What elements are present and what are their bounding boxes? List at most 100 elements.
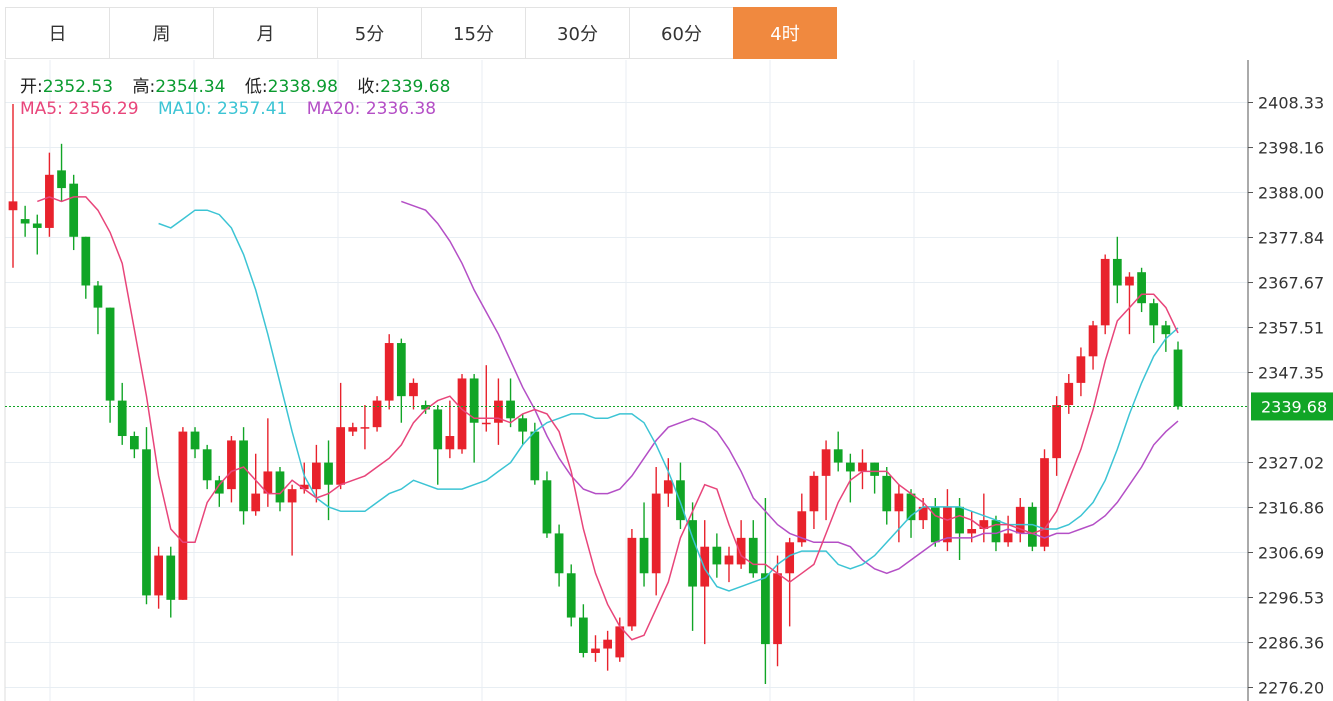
- candle-body-15: [190, 431, 200, 450]
- candle-body-57: [700, 546, 710, 587]
- candle-body-51: [627, 537, 637, 627]
- candle-body-49: [603, 639, 613, 649]
- candle-body-94: [1149, 303, 1159, 326]
- ma10-label: MA10:: [157, 99, 212, 119]
- candle-body-24: [299, 484, 309, 490]
- y-tick-label-5: 2357.51: [1258, 319, 1324, 338]
- candle-body-26: [324, 462, 333, 485]
- tab-6[interactable]: 60分: [629, 7, 733, 59]
- candle-body-86: [1052, 405, 1062, 459]
- tab-0[interactable]: 日: [5, 7, 109, 59]
- candle-body-14: [178, 431, 188, 600]
- high-label: 高:: [132, 77, 156, 97]
- candle-body-62: [761, 573, 770, 645]
- ohlc-readout: 开:2352.53 高:2354.34 低:2338.98 收:2339.68: [20, 72, 464, 97]
- candle-body-43: [530, 431, 540, 481]
- candle-body-65: [797, 511, 807, 543]
- candle-body-50: [615, 626, 625, 658]
- candle-body-93: [1137, 272, 1146, 304]
- candle-body-52: [639, 537, 649, 574]
- candle-body-37: [457, 378, 467, 450]
- candle-body-19: [239, 440, 248, 512]
- candle-body-91: [1112, 258, 1122, 286]
- candle-body-56: [688, 520, 697, 587]
- high-value: 2354.34: [155, 77, 226, 97]
- candle-body-31: [384, 343, 394, 401]
- y-tick-label-10: 2296.53: [1258, 588, 1324, 607]
- candle-body-69: [845, 462, 855, 472]
- ma20-line: [401, 200, 1179, 575]
- y-tick-label-6: 2347.35: [1258, 363, 1324, 382]
- tab-2[interactable]: 月: [213, 7, 317, 59]
- ma-readout: MA5: 2356.29 MA10: 2357.41 MA20: 2336.38: [20, 99, 450, 119]
- candle-body-6: [81, 236, 91, 286]
- ma20-label: MA20:: [306, 99, 361, 119]
- candle-body-27: [336, 427, 346, 485]
- candle-body-46: [566, 573, 576, 618]
- candle-body-70: [858, 462, 867, 472]
- y-tick-label-8: 2316.86: [1258, 498, 1324, 517]
- ma10-value: 2357.41: [217, 99, 288, 119]
- candle-body-76: [930, 506, 940, 543]
- candle-body-85: [1040, 458, 1049, 547]
- candle-body-4: [57, 170, 66, 189]
- candle-body-90: [1100, 258, 1110, 326]
- candle-body-72: [882, 475, 892, 512]
- open-label: 开:: [20, 77, 43, 97]
- ma5-label: MA5:: [20, 99, 63, 119]
- candle-body-58: [712, 546, 722, 565]
- candle-body-63: [773, 573, 782, 645]
- candle-body-39: [481, 422, 491, 425]
- candle-body-25: [312, 462, 321, 490]
- last-price-badge: [1251, 392, 1333, 421]
- low-label: 低:: [244, 77, 268, 97]
- low-value: 2338.98: [267, 77, 338, 97]
- tab-7[interactable]: 4时: [733, 7, 837, 59]
- y-tick-label-12: 2276.20: [1258, 679, 1324, 698]
- close-value: 2339.68: [380, 77, 451, 97]
- candle-body-30: [372, 400, 382, 428]
- candle-body-96: [1173, 349, 1183, 407]
- candle-body-89: [1088, 325, 1098, 357]
- ma5-line: [37, 196, 1179, 641]
- candle-body-11: [142, 449, 151, 596]
- y-tick-label-4: 2367.67: [1258, 274, 1324, 293]
- y-tick-label-1: 2398.16: [1258, 139, 1324, 158]
- candle-body-22: [275, 471, 285, 503]
- tab-5[interactable]: 30分: [525, 7, 629, 59]
- close-label: 收:: [357, 77, 381, 97]
- ma5-value: 2356.29: [68, 99, 139, 119]
- candle-body-12: [154, 555, 163, 596]
- candle-body-82: [1003, 533, 1013, 543]
- candle-body-42: [518, 418, 528, 432]
- candle-body-45: [554, 533, 564, 574]
- candle-body-81: [991, 520, 1001, 543]
- candle-body-34: [421, 405, 430, 410]
- candle-body-47: [578, 617, 588, 653]
- candle-body-73: [894, 493, 904, 512]
- candle-body-79: [967, 528, 977, 534]
- y-tick-label-9: 2306.69: [1258, 544, 1324, 563]
- timeframe-tabs: 日周月 5分 15分 30分 60分 4时: [5, 7, 837, 59]
- candle-body-2: [32, 223, 42, 228]
- ma20-readout: MA20: 2336.38: [307, 99, 436, 119]
- candle-body-29: [360, 427, 370, 429]
- candle-body-0: [8, 201, 18, 211]
- candle-body-44: [542, 480, 552, 534]
- tab-3[interactable]: 5分: [317, 7, 421, 59]
- candle-body-1: [20, 219, 30, 224]
- candle-body-88: [1076, 356, 1086, 383]
- tab-4[interactable]: 15分: [421, 7, 525, 59]
- candle-body-77: [943, 506, 952, 543]
- y-tick-label-7: 2327.02: [1258, 453, 1324, 472]
- open-value: 2352.53: [42, 77, 114, 97]
- candle-body-78: [955, 506, 964, 534]
- candle-body-21: [263, 471, 273, 494]
- ma10-readout: MA10: 2357.41: [158, 99, 287, 119]
- y-tick-label-3: 2377.84: [1258, 228, 1324, 247]
- candle-body-92: [1125, 276, 1134, 286]
- candle-body-20: [251, 493, 261, 512]
- tab-1[interactable]: 周: [109, 7, 213, 59]
- candle-body-13: [166, 555, 176, 600]
- y-tick-label-2: 2388.00: [1258, 184, 1324, 203]
